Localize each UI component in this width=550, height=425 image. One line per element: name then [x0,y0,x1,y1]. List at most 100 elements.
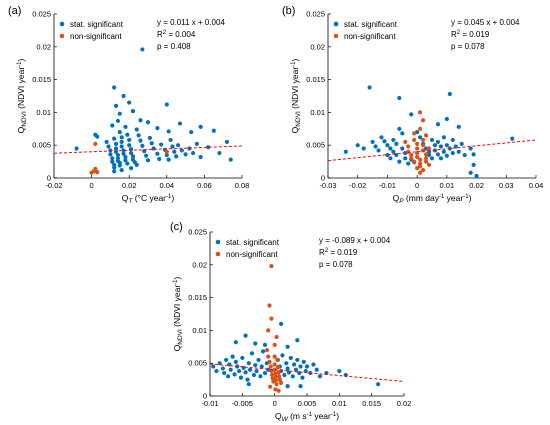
data-point [119,168,124,173]
p-value: p = 0.408 [157,42,191,51]
data-point [272,354,277,359]
x-axis-label-superscript-2: -1 [331,412,337,418]
data-point [462,152,467,158]
data-point [251,372,257,378]
data-point [164,152,169,158]
data-point [415,146,420,151]
data-point [170,144,175,149]
y-axis-label-close: ) [16,58,26,61]
data-point [441,149,446,154]
data-point [415,141,420,146]
data-point [110,156,115,161]
data-point [367,85,372,90]
x-tick-label: 0 [90,181,94,190]
regression-line [209,363,405,382]
data-point [95,169,100,175]
y-axis-label: QNDVI (NDVI year-1) [16,58,28,133]
data-point [198,124,203,129]
panel-3: (c) -0.01 -0.005 0 0.005 0.01 0.015 0.02 0 0.005 0… [170,221,411,423]
y-axis-label-superscript: -1 [291,61,297,67]
data-point [285,366,290,371]
data-point [121,151,126,156]
data-point [95,134,100,139]
data-point [256,357,261,363]
data-point [243,333,248,338]
data-point [138,138,143,143]
x-tick-label: 0.02 [397,399,412,408]
legend-label-non-significant: non-significant [344,32,396,41]
data-point [157,156,162,162]
data-point [115,118,121,124]
data-point [409,152,414,158]
data-point [237,368,242,374]
r-squared: R2 = 0.019 [451,30,490,39]
data-point [304,364,310,369]
plot-area [328,14,536,178]
data-point [262,370,268,376]
data-point [284,361,289,366]
x-tick-label: 0.08 [235,181,250,190]
data-point [379,135,384,140]
x-axis-label-unit: (°C year [132,193,166,203]
data-point [420,168,426,173]
data-point [337,368,342,374]
y-axis-label-close: ) [172,276,182,279]
data-point [420,148,426,153]
data-point [300,375,305,380]
data-point [113,141,119,146]
r-squared-value: = 0.004 [166,30,196,39]
data-point [211,128,216,133]
data-point [238,375,244,380]
data-point [253,341,258,346]
data-point [134,127,139,132]
data-point [233,340,238,345]
x-axis-label-unit-2: year [312,411,331,421]
legend-label-non-significant: non-significant [226,250,278,259]
data-point [456,149,461,154]
data-point [140,47,145,52]
x-axis-label-unit: (mm day [404,193,440,203]
data-point [174,154,179,159]
data-point [279,380,284,385]
data-point [241,365,246,370]
data-point [288,355,293,361]
data-point [412,159,417,164]
data-point [429,156,435,161]
x-tick-label: 0.04 [159,181,174,190]
data-point [415,154,420,160]
x-axis-label-symbol: Q [275,411,282,421]
legend-label-significant: stat. significant [70,20,124,29]
data-point [418,157,423,162]
regression-equation: y = -0.089 x + 0.004 [319,236,391,245]
data-point [125,161,130,166]
data-point [282,372,287,378]
x-axis-label: QT (°C year-1) [122,193,175,205]
y-tick-label: 0.01 [192,326,207,335]
data-point [418,135,423,140]
panel-label: (a) [8,5,21,17]
data-point [128,150,134,156]
data-point [297,370,302,376]
data-point [117,163,122,168]
data-point [272,342,277,347]
data-point [247,367,253,372]
x-axis-label-symbol: Q [393,193,400,203]
data-point [112,85,117,90]
data-point [121,148,126,153]
y-tick-label: 0.005 [306,141,325,150]
data-point [406,149,411,154]
data-point [510,136,515,141]
data-point [253,363,258,368]
legend-marker-significant [59,21,65,27]
data-point [444,116,449,122]
data-point [262,342,268,347]
data-point [243,370,248,375]
y-tick-label: 0.015 [188,293,207,302]
data-point [471,162,476,167]
data-point [264,347,270,353]
data-point [391,137,396,143]
data-point [435,139,441,145]
data-point [128,166,134,171]
x-tick-label: -0.005 [232,399,253,408]
data-point [273,387,278,392]
